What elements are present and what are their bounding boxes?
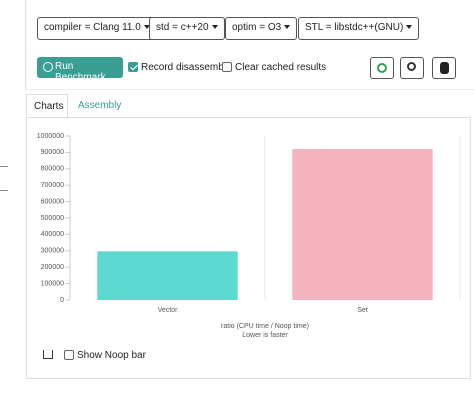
- icon-button[interactable]: [432, 57, 456, 79]
- tab-active[interactable]: Charts: [26, 94, 68, 118]
- icon-button[interactable]: [370, 57, 394, 79]
- icon: [440, 62, 449, 74]
- x-tick-label: Vector: [158, 307, 179, 314]
- x-axis-label: ratio (CPU time / Noop time): [221, 323, 309, 330]
- y-tick-label: 200000: [41, 264, 64, 271]
- y-tick-label: 700000: [41, 182, 64, 189]
- bar: [97, 251, 238, 300]
- icon: [407, 62, 416, 71]
- compiler-select[interactable]: compiler = Clang 11.0: [37, 17, 157, 40]
- download-icon[interactable]: [43, 350, 53, 359]
- tab[interactable]: Assembly: [78, 100, 122, 111]
- clear-label: Clear cached results: [235, 62, 327, 73]
- record-label: Record disassembly: [141, 62, 232, 73]
- y-tick-label: 400000: [41, 231, 64, 238]
- y-tick-label: 900000: [41, 149, 64, 156]
- y-tick-label: 300000: [41, 248, 64, 255]
- y-tick-label: 600000: [41, 198, 64, 205]
- clear-checkbox[interactable]: [222, 62, 232, 72]
- y-tick-label: 1000000: [37, 133, 64, 140]
- y-tick-label: 100000: [41, 280, 64, 287]
- y-tick-label: 500000: [41, 215, 64, 222]
- stl-select[interactable]: STL = libstdc++(GNU): [298, 17, 420, 40]
- record-checkbox[interactable]: [128, 62, 138, 72]
- run-button[interactable]: Run Benchmark: [37, 57, 123, 83]
- chart-card: [26, 117, 471, 379]
- y-tick-label: 800000: [41, 166, 64, 173]
- subtitle: Lower is faster: [242, 332, 288, 339]
- y-tick-label: 0: [60, 297, 64, 304]
- bar: [292, 148, 433, 300]
- x-tick-label: Set: [357, 307, 368, 314]
- noop-label: Show Noop bar: [77, 350, 146, 361]
- settings-card: [25, 0, 474, 90]
- edge-mark: [0, 190, 8, 191]
- noop-checkbox[interactable]: [64, 350, 74, 360]
- icon: [377, 63, 387, 73]
- icon-button[interactable]: [400, 57, 424, 79]
- edge-mark: [0, 166, 8, 167]
- optim-select[interactable]: optim = O3: [225, 17, 298, 40]
